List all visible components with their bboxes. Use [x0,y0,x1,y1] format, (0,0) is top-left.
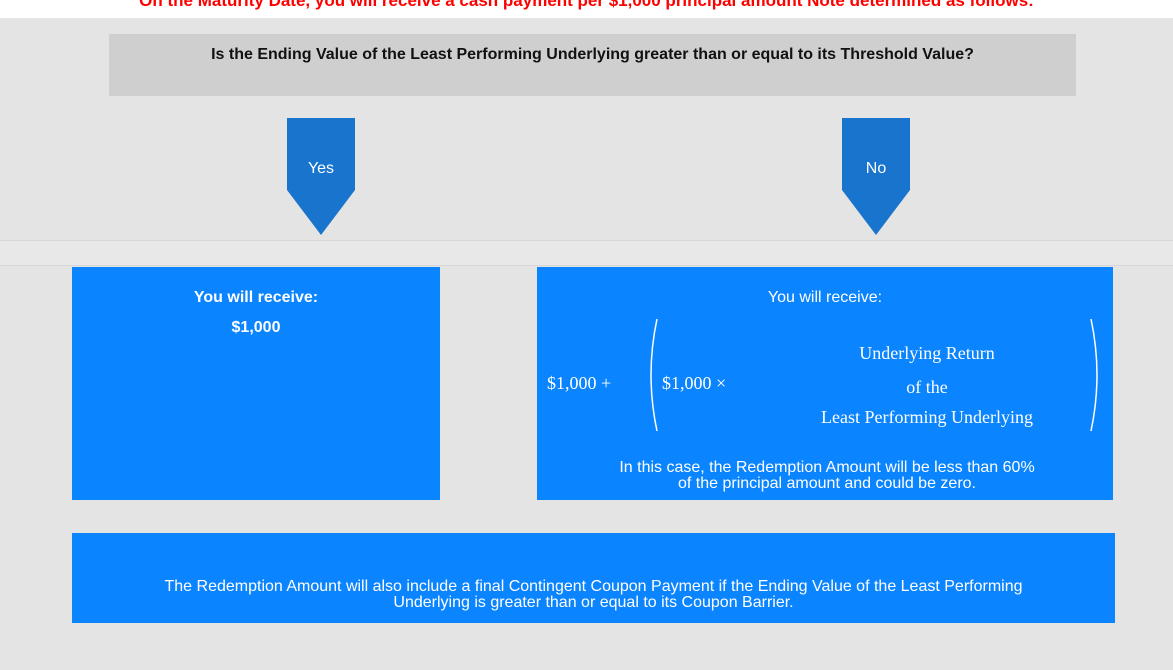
top-note: On the Maturity Date, you will receive a… [139,0,1034,10]
receive-text: You will receive: [193,289,319,306]
question-box: Is the Ending Value of the Least Perform… [109,34,1076,96]
footer-box: The Redemption Amount will also include … [72,533,1115,623]
yes-label: Yes [307,160,335,177]
formula-base: $1,000 + [547,373,612,393]
arrow-shape [842,118,910,235]
no-arrow: No [842,118,910,236]
receive-text: You will receive: [767,289,883,306]
no-label: No [865,160,887,177]
formula-line1: Underlying Return [859,343,995,363]
separator [0,240,1173,266]
formula-line2: of the [906,377,948,397]
no-note: In this case, the Redemption Amount will… [619,459,1035,492]
amount: $1,000 [231,319,281,336]
question-text: Is the Ending Value of the Least Perform… [211,46,974,63]
parens [650,318,1098,432]
formula-factor: $1,000 × [662,373,727,393]
arrow-shape [287,118,355,235]
no-box: You will receive: $1,000 + $1,000 × Unde… [537,267,1113,500]
footer-text: The Redemption Amount will also include … [164,578,1023,611]
yes-box: You will receive: $1,000 [72,267,440,500]
yes-arrow: Yes [287,118,355,236]
formula-line3: Least Performing Underlying [821,407,1033,427]
